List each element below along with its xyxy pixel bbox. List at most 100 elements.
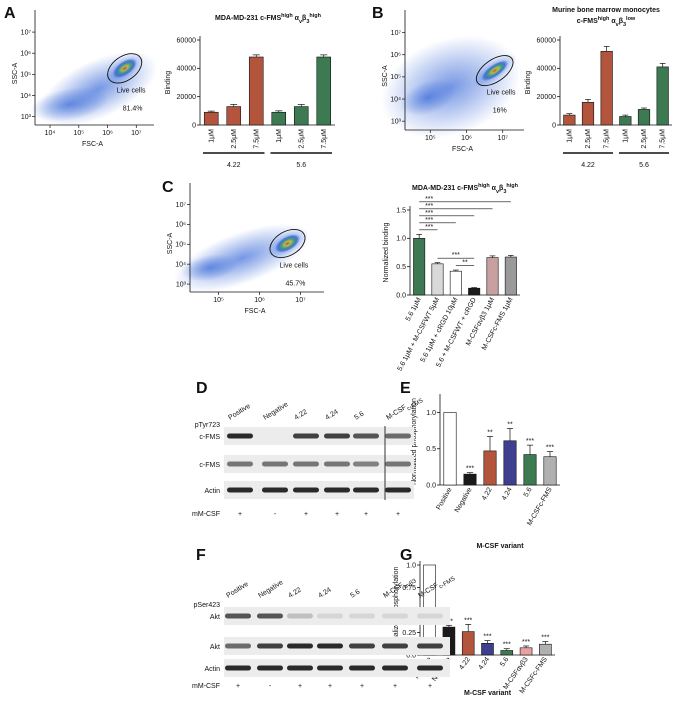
bar — [523, 454, 537, 486]
row-label: c-FMS — [199, 434, 220, 441]
bar — [637, 109, 651, 126]
blot-band — [227, 433, 253, 439]
y-tick-label: 0 — [192, 122, 196, 129]
error-bar — [622, 114, 629, 117]
bar — [500, 650, 514, 656]
x-tick-label: 2.5μM — [585, 129, 592, 149]
significance: ** — [487, 429, 493, 436]
lane-label: Positive — [227, 403, 252, 422]
significance: *** — [546, 445, 554, 452]
y-tick-label: 40000 — [537, 66, 557, 73]
blot-band — [287, 613, 313, 619]
error-bar — [297, 104, 305, 107]
title-part: 3 — [306, 19, 309, 25]
blot-band — [287, 665, 313, 671]
bar — [468, 287, 481, 296]
bar — [443, 412, 457, 486]
lane-name: 4.24 — [324, 408, 339, 421]
event-cloud — [381, 35, 521, 139]
lane-name: Positive — [227, 403, 252, 422]
event-cloud — [30, 87, 109, 122]
title-part: high — [598, 16, 610, 22]
y-tick-label: 40000 — [177, 66, 197, 73]
error-bar — [416, 234, 423, 239]
significance: ** — [507, 421, 513, 428]
error-bar — [546, 451, 554, 457]
x-tick-label: 1μM — [566, 129, 573, 143]
gate — [269, 228, 306, 259]
y-tick-label: 60000 — [177, 37, 197, 44]
blot-band — [257, 643, 283, 649]
error-bar — [484, 640, 491, 644]
title-part: MDA-MD-231 c-FMS — [412, 185, 478, 192]
error-bar — [320, 54, 328, 57]
lane-subscript: c-FMS — [438, 576, 456, 590]
y-tick-label: 10⁴ — [390, 96, 401, 103]
y-tick-label: 10⁷ — [21, 29, 32, 36]
lane-name: M-CSF — [385, 404, 408, 422]
comparison-label: *** — [425, 217, 433, 224]
treatment-sign: + — [298, 683, 302, 690]
treatment-sign: + — [236, 683, 240, 690]
error-bar — [503, 648, 510, 651]
y-tick-label: 20000 — [537, 94, 557, 101]
treatment-sign: + — [304, 511, 308, 518]
significance: *** — [503, 642, 511, 649]
bar — [504, 256, 517, 296]
x-axis-label: FSC-A — [452, 146, 473, 153]
lane-name: Negative — [262, 401, 289, 422]
blot-band — [324, 433, 350, 439]
title-part: high — [281, 13, 293, 19]
row-label: pTyr723 — [195, 422, 220, 429]
x-axis-label: M-CSF variant — [476, 543, 524, 550]
lane-name: 4.22 — [287, 586, 302, 599]
x-tick-label: 7.5μM — [321, 129, 328, 149]
title-part: v — [616, 22, 620, 28]
gate-label: Live cells — [280, 263, 309, 270]
x-tick-label: 10⁵ — [425, 135, 436, 142]
treatment-sign: + — [364, 511, 368, 518]
y-tick-label: 10⁵ — [20, 72, 31, 79]
x-tick-label: 10⁵ — [73, 130, 84, 137]
bar — [543, 456, 557, 486]
blot-band — [262, 487, 288, 493]
gate — [475, 55, 514, 87]
bar — [431, 263, 444, 296]
blot-strip — [224, 607, 450, 625]
y-axis-label: Binding — [525, 71, 532, 94]
y-tick-label: 10⁴ — [175, 261, 186, 268]
x-tick-label: 7.5μM — [604, 129, 611, 149]
lane-name: Negative — [257, 579, 284, 600]
x-tick-label: 4.24 — [478, 656, 492, 671]
lane-label: 5.6 — [353, 411, 365, 422]
treatment-sign: - — [269, 683, 272, 690]
blot-band — [225, 613, 251, 619]
blot-band — [353, 487, 379, 493]
error-bar — [659, 63, 666, 67]
x-tick-label: 2.5μM — [298, 129, 305, 149]
blot-band — [227, 461, 253, 467]
row-label: pSer423 — [194, 602, 221, 609]
panel-label: C — [162, 179, 174, 196]
y-tick-label: 10⁷ — [176, 202, 187, 209]
error-bar — [507, 254, 514, 258]
y-tick-label: 20000 — [177, 94, 197, 101]
bar — [226, 106, 242, 126]
title-part: c-FMS — [577, 18, 598, 25]
group-label: 5.6 — [296, 162, 306, 169]
y-tick-label: 10⁴ — [20, 93, 31, 100]
panel-label: E — [400, 380, 411, 397]
bar — [539, 643, 552, 656]
blot-band — [293, 461, 319, 467]
error-bar — [445, 624, 452, 628]
error-bar — [486, 436, 494, 451]
y-tick-label: 0.0 — [426, 482, 436, 489]
blot-band — [385, 461, 411, 467]
x-tick-label: 1μM — [276, 129, 283, 143]
x-tick-label: 10⁶ — [461, 135, 472, 142]
blot-band — [262, 461, 288, 467]
bar — [619, 116, 632, 126]
row-label: Akt — [210, 614, 220, 621]
bar — [316, 56, 332, 126]
